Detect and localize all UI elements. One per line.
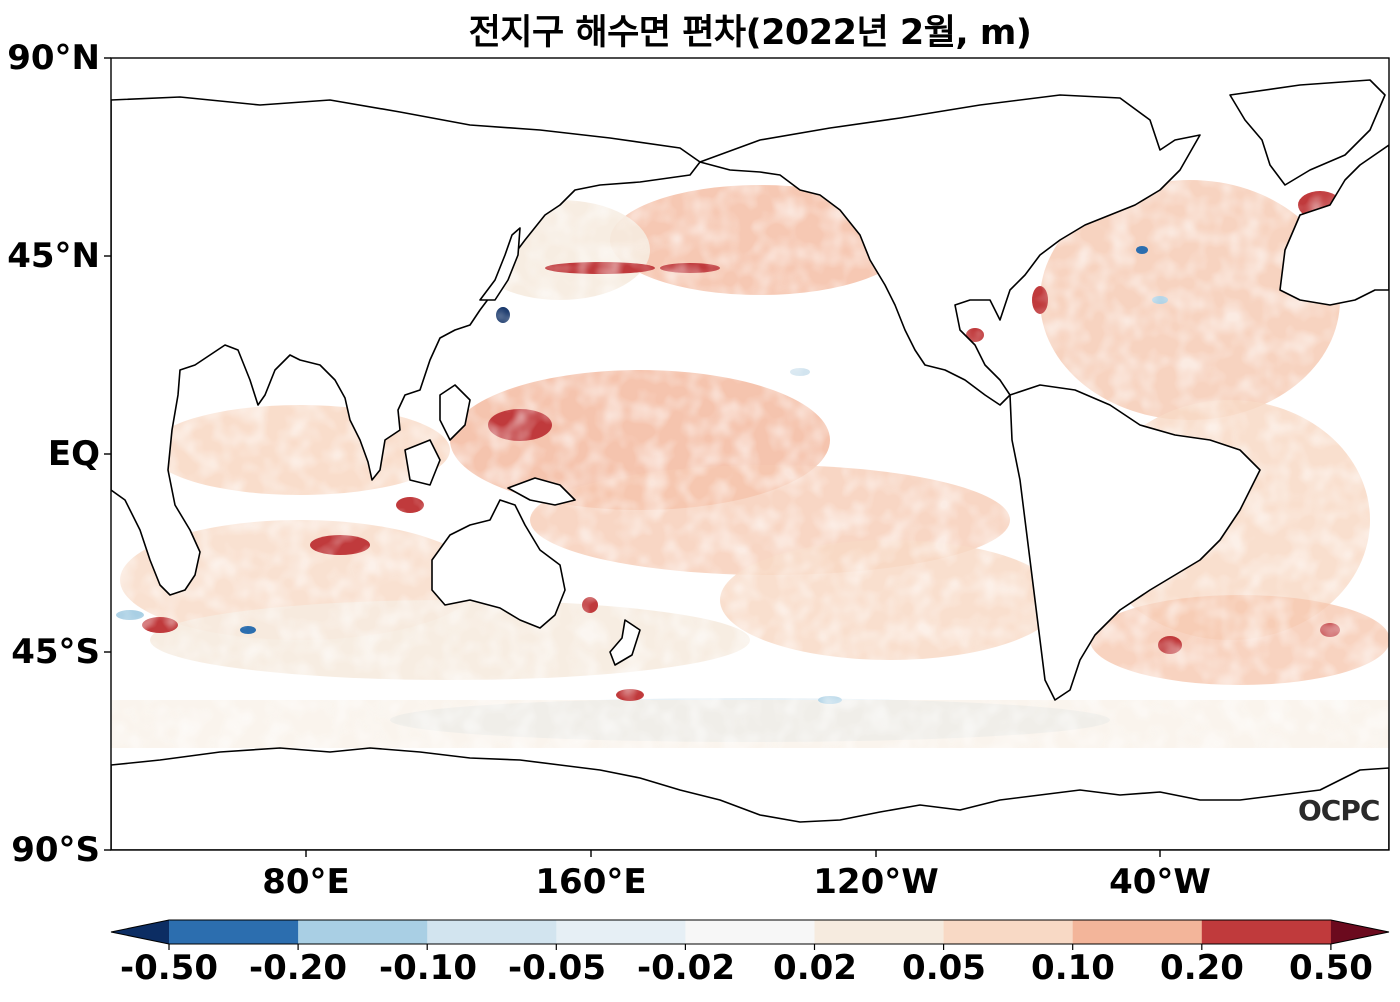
colorbar-tick-label: -0.50 [120, 948, 218, 988]
colorbar-tick-label: -0.05 [508, 948, 606, 988]
y-tick-label: 90°S [11, 830, 100, 870]
colorbar-over-arrow [1330, 920, 1389, 944]
colorbar-tick-label: -0.20 [249, 948, 347, 988]
colorbar-tick-label: 0.50 [1289, 948, 1373, 988]
y-tick-label: 45°N [7, 236, 100, 276]
x-tick-label: 80°E [262, 862, 350, 902]
y-tick-label: 45°S [11, 632, 100, 672]
colorbar-segment [943, 920, 1074, 944]
colorbar-tick-label: -0.02 [637, 948, 735, 988]
colorbar-segment [298, 920, 428, 944]
colorbar-tick-label: 0.10 [1031, 948, 1115, 988]
colorbar-tick-label: 0.20 [1160, 948, 1244, 988]
colorbar-segment [427, 920, 557, 944]
map-title: 전지구 해수면 편차(2022년 2월, m) [468, 13, 1032, 53]
colorbar-segment [1201, 920, 1332, 944]
colorbar-under-arrow [111, 920, 169, 944]
colorbar-tick-label: 0.05 [902, 948, 986, 988]
ocpc-logo: OCPC [1298, 794, 1380, 827]
colorbar-segment [1072, 920, 1203, 944]
sea-level-anomaly-field [111, 58, 1389, 850]
colorbar-tick-label: 0.02 [773, 948, 857, 988]
y-tick-label: 90°N [7, 38, 100, 78]
x-tick-label: 40°W [1109, 862, 1211, 902]
axis-ticks [104, 57, 1161, 857]
colorbar-segment [685, 920, 816, 944]
y-tick-label: EQ [47, 434, 100, 474]
colorbar-segment [169, 920, 299, 944]
x-tick-label: 160°E [535, 862, 647, 902]
colorbar-segment [556, 920, 686, 944]
x-tick-label: 120°W [813, 862, 939, 902]
colorbar-tick-label: -0.10 [379, 948, 477, 988]
colorbar [110, 919, 1390, 950]
land-mask [111, 79, 1389, 850]
colorbar-segment [814, 920, 945, 944]
